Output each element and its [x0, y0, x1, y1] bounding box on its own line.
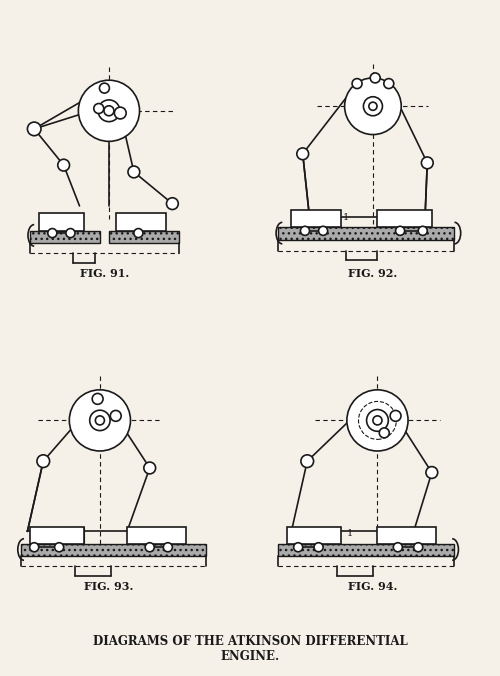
- Circle shape: [128, 166, 140, 178]
- Circle shape: [90, 410, 110, 431]
- Circle shape: [366, 410, 388, 431]
- Circle shape: [164, 543, 172, 552]
- Circle shape: [373, 416, 382, 425]
- Circle shape: [344, 78, 401, 135]
- Bar: [378, 527, 436, 544]
- Circle shape: [314, 543, 323, 552]
- Circle shape: [94, 103, 104, 114]
- Circle shape: [104, 105, 114, 116]
- Circle shape: [396, 226, 404, 235]
- Circle shape: [352, 78, 362, 89]
- Text: 1: 1: [347, 529, 354, 538]
- Bar: [30, 527, 84, 544]
- Text: FIG. 91.: FIG. 91.: [80, 268, 129, 279]
- Circle shape: [145, 543, 154, 552]
- Circle shape: [394, 543, 402, 552]
- Circle shape: [422, 157, 433, 169]
- Circle shape: [110, 410, 121, 421]
- Circle shape: [418, 226, 428, 235]
- Circle shape: [37, 455, 50, 468]
- Circle shape: [364, 97, 382, 116]
- Bar: [38, 213, 84, 231]
- Circle shape: [390, 410, 401, 421]
- Bar: [30, 527, 44, 544]
- Circle shape: [144, 462, 156, 474]
- Bar: [109, 231, 179, 243]
- Circle shape: [370, 73, 380, 83]
- Bar: [278, 227, 454, 240]
- Bar: [70, 527, 84, 544]
- Circle shape: [318, 226, 328, 235]
- Circle shape: [28, 122, 41, 136]
- Bar: [20, 544, 206, 556]
- Circle shape: [426, 466, 438, 479]
- Circle shape: [294, 543, 302, 552]
- Bar: [287, 527, 341, 544]
- Bar: [116, 213, 166, 231]
- Circle shape: [48, 228, 57, 238]
- Circle shape: [100, 83, 110, 93]
- Circle shape: [380, 428, 389, 438]
- Circle shape: [114, 107, 126, 119]
- Text: FIG. 92.: FIG. 92.: [348, 268, 398, 279]
- Text: 1: 1: [342, 213, 349, 222]
- Circle shape: [300, 226, 310, 235]
- Circle shape: [369, 102, 377, 110]
- Bar: [30, 231, 100, 243]
- Circle shape: [98, 100, 120, 122]
- Circle shape: [96, 416, 104, 425]
- Bar: [127, 527, 186, 544]
- Circle shape: [414, 543, 423, 552]
- Bar: [292, 210, 341, 227]
- Circle shape: [30, 543, 38, 552]
- Bar: [278, 544, 454, 556]
- Circle shape: [66, 228, 75, 238]
- Circle shape: [58, 160, 70, 171]
- Text: FIG. 93.: FIG. 93.: [84, 581, 134, 592]
- Text: FIG. 94.: FIG. 94.: [348, 581, 398, 592]
- Circle shape: [54, 543, 64, 552]
- Circle shape: [78, 80, 140, 141]
- Circle shape: [166, 198, 178, 210]
- Circle shape: [134, 228, 143, 238]
- Circle shape: [70, 390, 130, 451]
- Circle shape: [384, 78, 394, 89]
- Text: DIAGRAMS OF THE ATKINSON DIFFERENTIAL
ENGINE.: DIAGRAMS OF THE ATKINSON DIFFERENTIAL EN…: [92, 635, 407, 663]
- Circle shape: [92, 393, 103, 404]
- Circle shape: [301, 455, 314, 468]
- Circle shape: [358, 402, 397, 439]
- Circle shape: [297, 148, 308, 160]
- Circle shape: [347, 390, 408, 451]
- Bar: [378, 210, 432, 227]
